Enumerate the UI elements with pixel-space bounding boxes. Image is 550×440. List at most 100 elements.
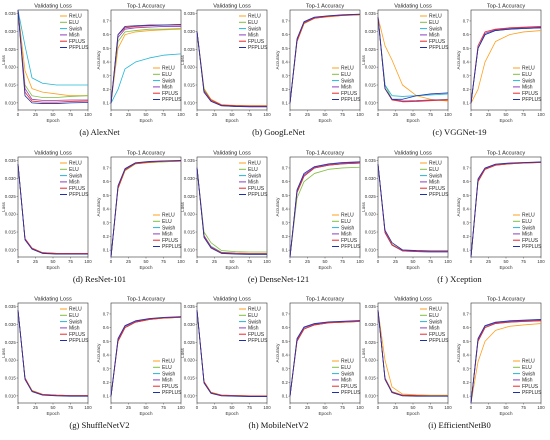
loss-x-tick-label-2-4: 100 — [444, 112, 452, 117]
loss-x-tick-label-7-3: 75 — [247, 405, 252, 410]
accuracy-y-tick-label-4-0: 0.1 — [282, 248, 289, 253]
loss-series-pfplus-7 — [196, 310, 267, 397]
loss-x-tick-label-3-4: 100 — [84, 259, 92, 264]
accuracy-series-pfplus-2 — [470, 27, 542, 104]
accuracy-legend-label-pfplus-8: PFPLUS — [522, 390, 542, 396]
loss-y-tick-label-6-3: 0.025 — [5, 340, 17, 345]
accuracy-y-tick-label-1-2: 0.3 — [282, 73, 289, 78]
loss-legend-label-pfplus-4: PFPLUS — [248, 192, 268, 198]
loss-series-pfplus-8 — [377, 310, 448, 397]
loss-x-axis-label-6: Epoch — [46, 411, 59, 416]
loss-legend-label-fplus-8: FPLUS — [429, 332, 446, 338]
accuracy-legend-label-relu-0: ReLU — [162, 66, 175, 72]
accuracy-legend-label-elu-0: ELU — [162, 72, 172, 78]
loss-x-tick-label-4-0: 0 — [196, 259, 199, 264]
loss-y-tick-label-3-2: 0.020 — [5, 212, 17, 217]
loss-y-tick-label-1-2: 0.020 — [184, 65, 196, 70]
accuracy-y-tick-label-7-3: 0.4 — [282, 353, 289, 358]
accuracy-title-4: Top-1 Accuracy — [306, 151, 344, 157]
accuracy-y-tick-label-8-2: 0.3 — [463, 366, 470, 371]
loss-y-tick-label-6-0: 0.010 — [5, 393, 17, 398]
loss-legend-label-mish-3: Mish — [69, 180, 80, 186]
loss-y-tick-label-5-2: 0.020 — [365, 212, 377, 217]
loss-y-tick-label-7-3: 0.025 — [184, 340, 196, 345]
accuracy-x-axis-label-7: Epoch — [318, 411, 331, 416]
loss-legend-label-relu-1: ReLU — [248, 14, 261, 20]
accuracy-y-tick-label-2-5: 0.6 — [463, 32, 470, 37]
loss-x-tick-label-0-0: 0 — [17, 112, 20, 117]
loss-legend-label-swish-6: Swish — [69, 319, 83, 325]
accuracy-title-0: Top-1 Accuracy — [127, 4, 165, 10]
accuracy-y-tick-label-6-1: 0.2 — [103, 380, 110, 385]
accuracy-series-pfplus-5 — [470, 161, 542, 258]
loss-x-axis-label-7: Epoch — [225, 411, 238, 416]
accuracy-y-tick-label-7-1: 0.2 — [282, 380, 289, 385]
accuracy-series-elu-0 — [110, 28, 182, 104]
loss-x-tick-label-8-4: 100 — [444, 405, 452, 410]
accuracy-x-tick-label-1-4: 100 — [356, 112, 364, 117]
accuracy-x-tick-label-5-2: 50 — [504, 259, 509, 264]
accuracy-plot-area-4 — [289, 156, 361, 258]
accuracy-x-tick-label-0-2: 50 — [144, 112, 149, 117]
accuracy-y-tick-label-5-5: 0.6 — [463, 179, 470, 184]
accuracy-y-tick-label-0-4: 0.5 — [103, 46, 110, 51]
loss-y-tick-label-8-5: 0.035 — [365, 304, 377, 309]
accuracy-x-tick-label-8-2: 50 — [504, 405, 509, 410]
accuracy-y-tick-label-7-4: 0.5 — [282, 339, 289, 344]
accuracy-series-pfplus-7 — [289, 320, 361, 397]
accuracy-y-tick-label-8-4: 0.5 — [463, 339, 470, 344]
subfigure-caption-7: (h) MobileNetV2 — [249, 420, 309, 430]
accuracy-y-tick-label-3-1: 0.2 — [103, 234, 110, 239]
accuracy-x-tick-label-8-3: 75 — [521, 405, 526, 410]
loss-legend-label-mish-6: Mish — [69, 326, 80, 332]
accuracy-legend-label-swish-2: Swish — [522, 78, 536, 84]
accuracy-y-tick-label-8-6: 0.7 — [463, 311, 470, 316]
accuracy-x-tick-label-5-1: 25 — [486, 259, 491, 264]
loss-legend-label-elu-7: ELU — [248, 313, 258, 319]
loss-plot-area-6 — [17, 302, 89, 404]
loss-y-tick-label-4-4: 0.030 — [184, 176, 196, 181]
accuracy-y-tick-label-0-6: 0.7 — [103, 18, 110, 23]
loss-x-tick-label-6-3: 75 — [68, 405, 73, 410]
loss-x-tick-label-6-2: 50 — [51, 405, 56, 410]
accuracy-title-5: Top-1 Accuracy — [487, 151, 525, 157]
loss-y-tick-label-1-3: 0.025 — [184, 47, 196, 52]
accuracy-x-tick-label-8-1: 25 — [486, 405, 491, 410]
loss-legend-label-pfplus-7: PFPLUS — [248, 338, 268, 344]
loss-y-tick-label-1-5: 0.035 — [184, 11, 196, 16]
subfigure-caption-3: (d) ResNet-101 — [73, 274, 126, 284]
accuracy-legend-label-elu-2: ELU — [522, 72, 532, 78]
subfigure-caption-0: (a) AlexNet — [79, 127, 120, 137]
accuracy-y-tick-label-2-1: 0.2 — [463, 87, 470, 92]
loss-y-tick-label-4-2: 0.020 — [184, 212, 196, 217]
accuracy-x-tick-label-3-2: 50 — [144, 259, 149, 264]
loss-y-tick-label-7-5: 0.035 — [184, 304, 196, 309]
accuracy-legend-label-mish-2: Mish — [522, 85, 533, 91]
loss-y-tick-label-3-5: 0.035 — [5, 158, 17, 163]
accuracy-x-tick-label-6-1: 25 — [126, 405, 131, 410]
accuracy-legend-label-elu-3: ELU — [162, 219, 172, 225]
accuracy-y-axis-label-0: Accuracy — [96, 50, 101, 70]
accuracy-x-tick-label-1-3: 75 — [340, 112, 345, 117]
accuracy-x-tick-label-3-1: 25 — [126, 259, 131, 264]
loss-series-swish-0 — [17, 9, 88, 86]
loss-y-tick-label-8-3: 0.025 — [365, 340, 377, 345]
loss-x-tick-label-0-4: 100 — [84, 112, 92, 117]
loss-legend-label-fplus-2: FPLUS — [429, 39, 446, 45]
loss-legend-label-fplus-6: FPLUS — [69, 332, 86, 338]
loss-y-tick-label-8-1: 0.015 — [365, 376, 377, 381]
loss-title-2: Validating Loss — [394, 4, 432, 10]
accuracy-y-tick-label-6-4: 0.5 — [103, 339, 110, 344]
loss-y-tick-label-7-1: 0.015 — [184, 376, 196, 381]
accuracy-x-axis-label-2: Epoch — [499, 118, 512, 123]
accuracy-legend-label-relu-6: ReLU — [162, 359, 175, 365]
loss-x-tick-label-0-1: 25 — [33, 112, 38, 117]
accuracy-y-tick-label-8-3: 0.4 — [463, 353, 470, 358]
accuracy-legend-label-swish-1: Swish — [341, 78, 355, 84]
loss-legend-label-pfplus-3: PFPLUS — [69, 192, 89, 198]
accuracy-legend-label-pfplus-1: PFPLUS — [341, 97, 361, 103]
accuracy-legend-label-swish-4: Swish — [341, 225, 355, 231]
loss-x-tick-label-6-4: 100 — [84, 405, 92, 410]
accuracy-plot-area-7 — [289, 302, 361, 404]
accuracy-x-tick-label-0-1: 25 — [126, 112, 131, 117]
